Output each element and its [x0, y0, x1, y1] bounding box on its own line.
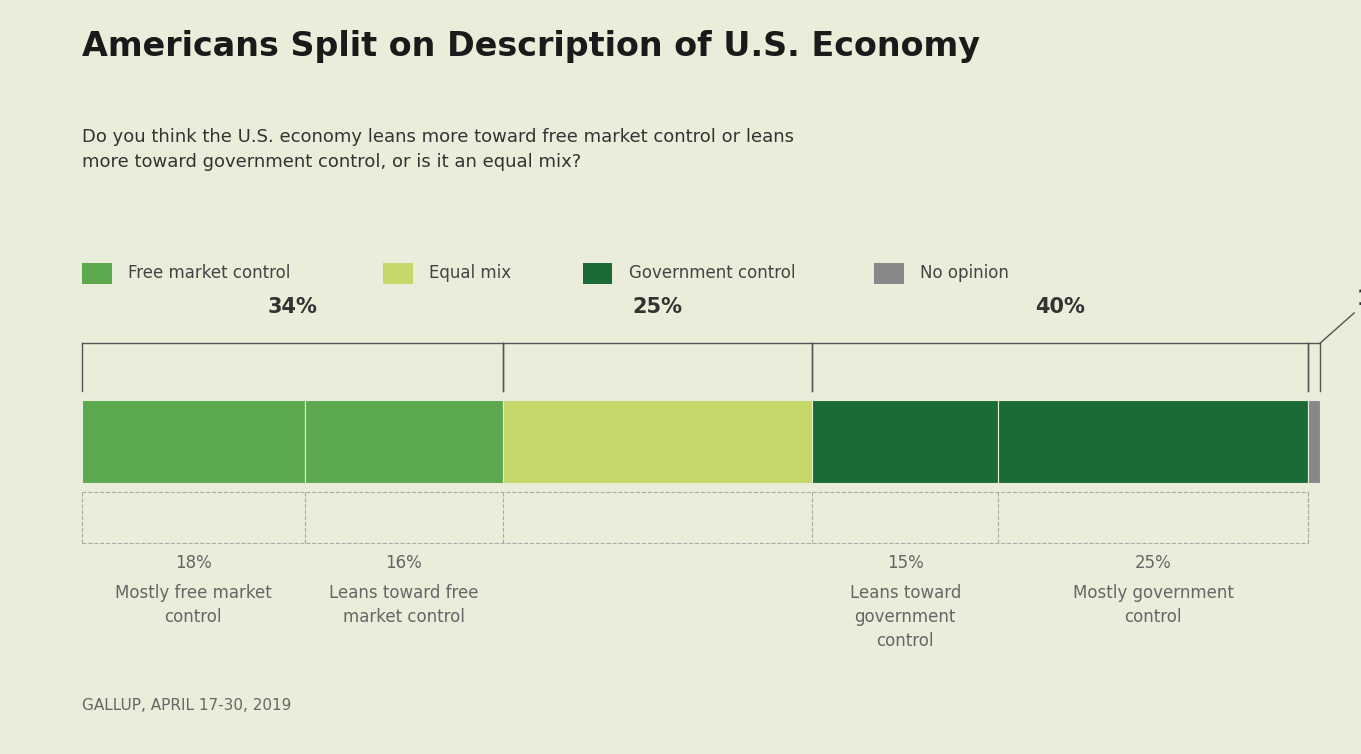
Text: No opinion: No opinion [920, 264, 1009, 282]
Text: 16%: 16% [385, 554, 422, 572]
Text: GALLUP, APRIL 17-30, 2019: GALLUP, APRIL 17-30, 2019 [82, 697, 291, 713]
Text: Mostly free market
control: Mostly free market control [114, 584, 271, 626]
Text: Mostly government
control: Mostly government control [1072, 584, 1233, 626]
Bar [82, 400, 305, 483]
Bar [813, 400, 998, 483]
Text: Leans toward
government
control: Leans toward government control [849, 584, 961, 649]
Bar [384, 262, 412, 284]
Text: Equal mix: Equal mix [430, 264, 512, 282]
Bar [1308, 400, 1320, 483]
Bar [305, 400, 502, 483]
Bar [502, 400, 813, 483]
Text: Leans toward free
market control: Leans toward free market control [329, 584, 479, 626]
Bar [583, 262, 612, 284]
Text: Do you think the U.S. economy leans more toward free market control or leans
mor: Do you think the U.S. economy leans more… [82, 128, 793, 171]
Text: 34%: 34% [267, 296, 317, 317]
Text: 40%: 40% [1036, 296, 1085, 317]
Text: Government control: Government control [629, 264, 795, 282]
Text: 25%: 25% [633, 296, 683, 317]
Bar [998, 400, 1308, 483]
Bar [874, 262, 904, 284]
Text: 1%: 1% [1357, 289, 1361, 309]
Text: Free market control: Free market control [128, 264, 290, 282]
Text: 25%: 25% [1135, 554, 1172, 572]
Text: Americans Split on Description of U.S. Economy: Americans Split on Description of U.S. E… [82, 30, 980, 63]
Text: 18%: 18% [174, 554, 211, 572]
Text: 15%: 15% [887, 554, 924, 572]
Bar [82, 262, 112, 284]
